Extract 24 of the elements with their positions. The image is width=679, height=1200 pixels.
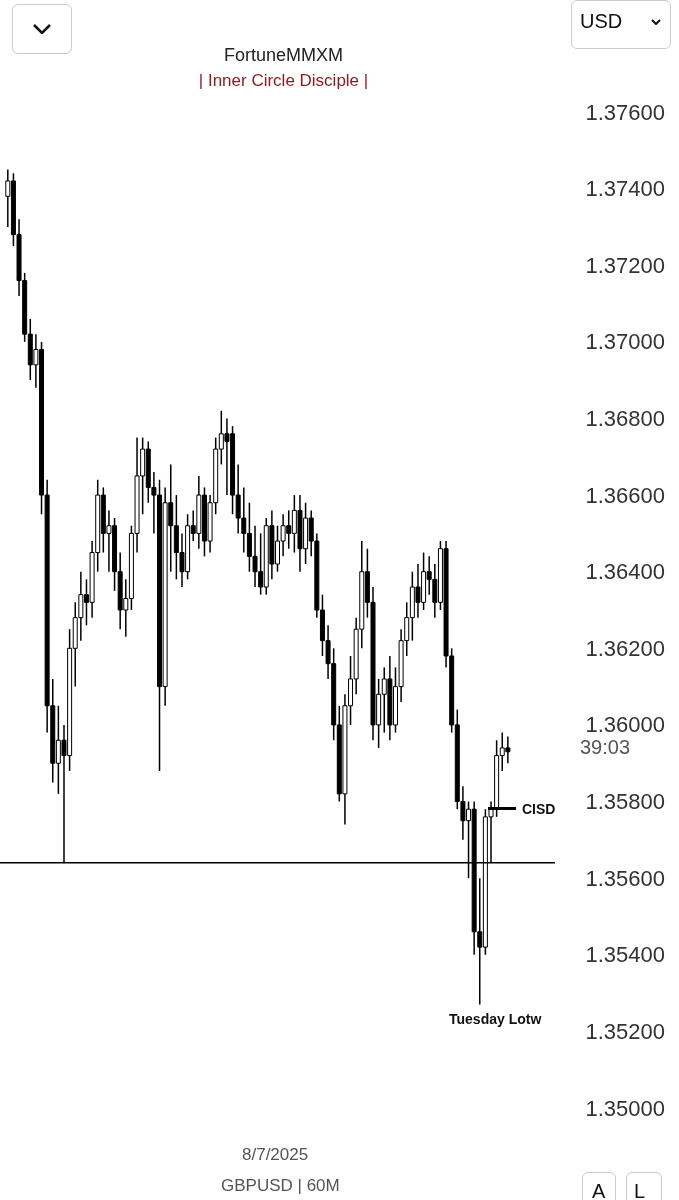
y-tick-label: 1.36000 [585,712,666,738]
y-tick-label: 1.37400 [585,176,666,202]
y-tick-label: 1.35600 [585,865,666,891]
text: USD [580,10,623,33]
y-tick-label: 1.36800 [585,405,666,431]
y-tick-label: 1.37000 [585,329,666,355]
y-tick-label: 1.35800 [585,789,666,815]
text: 8/7/2025 [242,1145,309,1165]
text: L [634,1180,646,1200]
chart-subtitle: | Inner Circle Disciple | [198,71,369,90]
text: A [592,1180,606,1200]
text: 39:03 [580,736,631,759]
y-tick-label: 1.35200 [585,1018,666,1044]
y-tick-label: 1.36600 [585,482,666,508]
y-tick-label: 1.37200 [585,252,666,278]
text: CISD [522,801,556,817]
y-tick-label: 1.35000 [585,1095,666,1121]
chart-title: FortuneMMXM [223,45,344,65]
text: GBPUSD | 60M [221,1176,340,1196]
y-tick-label: 1.37600 [585,99,666,125]
y-tick-label: 1.36400 [585,559,666,585]
annotation: Tuesday Lotw [449,1011,542,1027]
y-tick-label: 1.35400 [585,942,666,968]
y-tick-label: 1.36200 [585,635,666,661]
